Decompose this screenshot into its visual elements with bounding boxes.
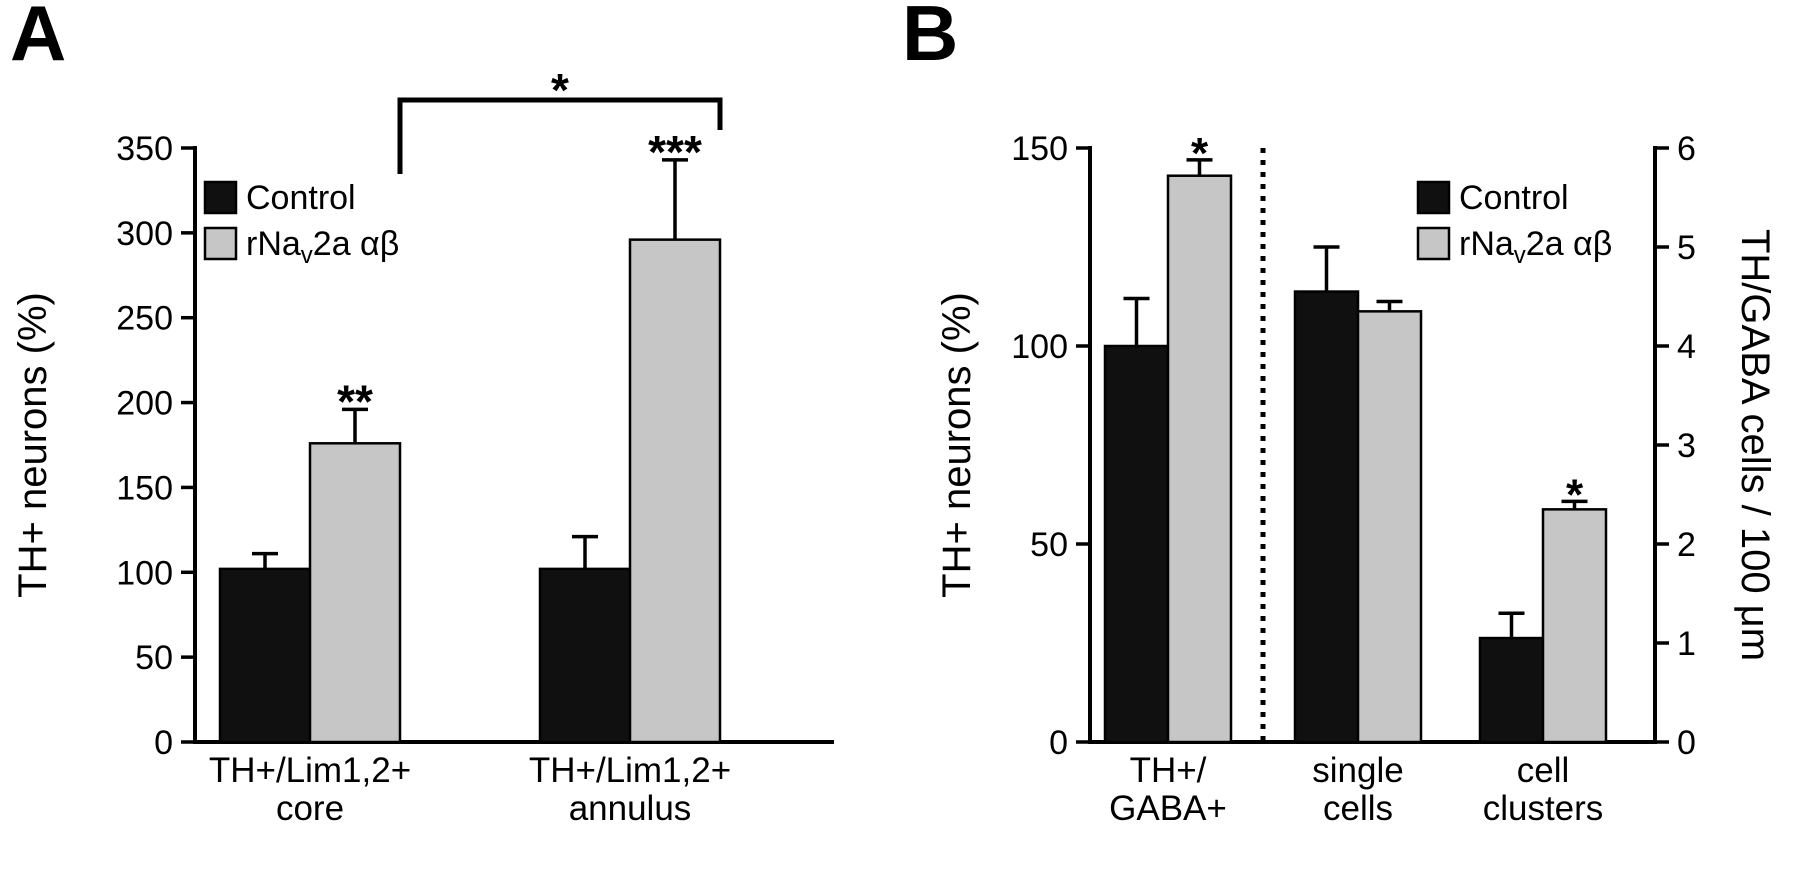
legend-label: Control	[1459, 179, 1569, 217]
significance-stars: ***	[648, 126, 702, 178]
y-tick-label-left: 0	[1049, 724, 1068, 762]
legend-swatch	[203, 180, 238, 215]
y-tick-label-left: 250	[116, 300, 173, 338]
panel-a-letter: A	[10, 0, 67, 77]
legend-swatch	[1416, 226, 1451, 261]
bar-control	[1478, 636, 1545, 744]
y-tick-label-left: 0	[154, 724, 173, 762]
y-axis-label-left: TH+ neurons (%)	[11, 292, 55, 598]
bar-treated	[1541, 508, 1608, 744]
x-category-label: TH+/Lim1,2+	[529, 751, 731, 790]
bar-treated	[628, 238, 722, 744]
significance-stars: **	[337, 375, 373, 427]
y-axis-label-left: TH+ neurons (%)	[935, 292, 979, 598]
bar-treated	[308, 442, 402, 744]
significance-stars: *	[1566, 470, 1584, 519]
panel-a: A 0 50 100 150 200 250 300 350 TH+ neurons (%) **…	[0, 0, 880, 873]
y-tick-label-right: 2	[1677, 526, 1696, 564]
panel-b: B 0 50 100 150 0 1 2 3 4 5 6 TH+ neurons (%) TH/GABA…	[880, 0, 1800, 873]
x-category-label: cells	[1323, 789, 1393, 828]
bar-control	[218, 567, 312, 744]
x-category-label: TH+/	[1130, 751, 1207, 790]
x-category-label: core	[276, 789, 344, 828]
y-tick-label-right: 6	[1677, 130, 1696, 168]
y-axis-label-right: TH/GABA cells / 100 μm	[1733, 229, 1777, 661]
legend-swatch	[203, 226, 238, 261]
y-tick-label-left: 50	[135, 639, 173, 677]
y-tick-label-left: 50	[1030, 526, 1068, 564]
x-category-label: cell	[1517, 751, 1570, 790]
x-category-label: TH+/Lim1,2+	[209, 751, 411, 790]
y-tick-label-right: 0	[1677, 724, 1696, 762]
legend-label: rNav2a αβ	[246, 225, 399, 269]
y-tick-label-left: 100	[1011, 328, 1068, 366]
x-category-label: single	[1312, 751, 1403, 790]
significance-stars: *	[1191, 129, 1209, 178]
panel-b-bar-chart: 0 50 100 150 0 1 2 3 4 5 6 TH+ neurons (%) TH/GABA c…	[935, 129, 1777, 828]
y-tick-label-right: 3	[1677, 427, 1696, 465]
bar-control	[538, 567, 632, 744]
y-tick-label-left: 150	[116, 469, 173, 507]
panel-b-letter: B	[902, 0, 959, 77]
bracket-star: *	[551, 64, 569, 116]
y-tick-label-left: 100	[116, 554, 173, 592]
x-category-label: annulus	[569, 789, 692, 828]
legend-swatch	[1416, 180, 1451, 215]
legend-label: Control	[246, 179, 356, 217]
y-tick-label-left: 300	[116, 215, 173, 253]
y-tick-label-left: 200	[116, 385, 173, 423]
bar-treated	[1166, 174, 1233, 744]
y-tick-label-right: 1	[1677, 625, 1696, 663]
bar-control	[1293, 290, 1360, 744]
y-tick-label-left: 150	[1011, 130, 1068, 168]
bar-control	[1103, 344, 1170, 744]
y-tick-label-right: 5	[1677, 229, 1696, 267]
y-tick-label-right: 4	[1677, 328, 1696, 366]
legend-label: rNav2a αβ	[1459, 225, 1612, 269]
bar-treated	[1356, 310, 1423, 744]
x-category-label: GABA+	[1109, 789, 1227, 828]
y-tick-label-left: 350	[116, 130, 173, 168]
x-category-label: clusters	[1483, 789, 1604, 828]
